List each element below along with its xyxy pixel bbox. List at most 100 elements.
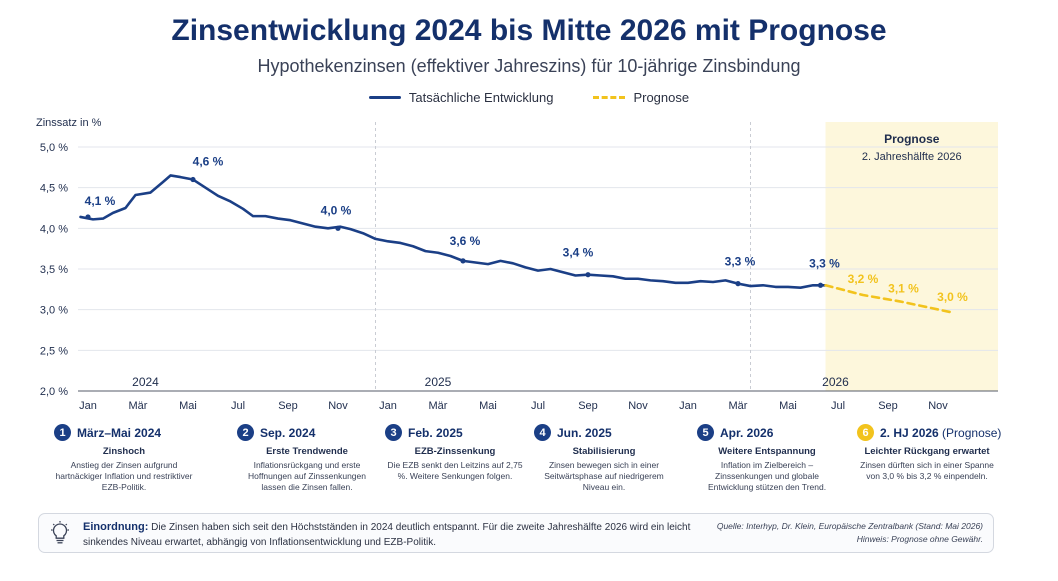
data-point bbox=[190, 176, 196, 183]
legend-label-forecast: Prognose bbox=[633, 90, 690, 105]
event-title: EZB-Zinssenkung bbox=[414, 446, 496, 457]
data-point bbox=[735, 281, 741, 287]
event-number-badge: 5 bbox=[697, 424, 714, 441]
page-subtitle: Hypothekenzinsen (effektiver Jahreszins)… bbox=[257, 56, 801, 76]
event-description: Inflation im Zielbereich – Zinssenkungen… bbox=[707, 460, 827, 493]
y-axis-label: Zinssatz in % bbox=[36, 117, 102, 129]
data-point bbox=[585, 272, 591, 278]
y-tick-label: 3,5 % bbox=[40, 264, 68, 276]
x-tick-label: Jan bbox=[679, 400, 697, 412]
x-tick-label: Jan bbox=[379, 400, 397, 412]
event-date-main: Apr. 2026 bbox=[720, 425, 774, 440]
x-tick-label: Mär bbox=[129, 400, 148, 412]
event-number-badge: 4 bbox=[534, 424, 551, 441]
event-description: Inflationsrückgang und erste Hoffnungen … bbox=[248, 460, 366, 493]
legend-label-actual: Tatsächliche Entwicklung bbox=[408, 90, 554, 105]
x-tick-label: Jan bbox=[79, 400, 97, 412]
source-text: Quelle: Interhyp, Dr. Klein, Europäische… bbox=[716, 521, 983, 531]
x-tick-label: Jul bbox=[231, 400, 245, 412]
event-date-suffix: (Prognose) bbox=[938, 425, 1002, 440]
data-point bbox=[85, 214, 91, 220]
legend-swatch-actual bbox=[368, 96, 401, 99]
timeline-event: 5 Apr. 2026 Weitere Entspannung Inflation i… bbox=[697, 424, 857, 493]
chart-legend: Tatsächliche Entwicklung Prognose bbox=[0, 90, 1058, 105]
disclaimer-text: Hinweis: Prognose ohne Gewähr. bbox=[856, 533, 983, 544]
event-date-main: Jun. 2025 bbox=[557, 425, 612, 440]
event-description: Die EZB senkt den Leitzins auf 2,75 %. W… bbox=[387, 460, 523, 482]
event-description: Zinsen bewegen sich in einer Seitwärtsph… bbox=[544, 460, 664, 493]
source-box: Quelle: Interhyp, Dr. Klein, Europäische… bbox=[683, 520, 983, 546]
y-tick-label: 4,5 % bbox=[40, 183, 68, 195]
forecast-band-title: Prognose bbox=[884, 132, 940, 146]
legend-item-actual: Tatsächliche Entwicklung bbox=[368, 90, 554, 105]
x-tick-label: Mär bbox=[729, 400, 748, 412]
context-text: Einordnung: Die Zinsen haben sich seit d… bbox=[83, 520, 693, 550]
forecast-band-subtitle: 2. Jahreshälfte 2026 bbox=[862, 151, 962, 163]
data-label: 3,2 % bbox=[848, 272, 879, 286]
data-label: 4,1 % bbox=[85, 194, 116, 208]
event-title: Leichter Rückgang erwartet bbox=[864, 446, 990, 457]
event-title: Stabilisierung bbox=[572, 446, 636, 457]
event-header: 3 Feb. 2025 bbox=[385, 424, 545, 441]
event-date: Jun. 2025 bbox=[557, 426, 612, 440]
context-box: Einordnung: Die Zinsen haben sich seit d… bbox=[38, 513, 994, 553]
y-tick-label: 2,0 % bbox=[40, 386, 68, 398]
data-label: 3,4 % bbox=[563, 246, 594, 260]
event-header: 6 2. HJ 2026 (Prognose) bbox=[857, 424, 1017, 441]
event-title: Zinshoch bbox=[102, 446, 146, 457]
event-title: Erste Trendwende bbox=[266, 446, 348, 457]
y-tick-label: 2,5 % bbox=[40, 345, 68, 357]
legend-item-forecast: Prognose bbox=[593, 90, 689, 105]
event-date-main: 2. HJ 2026 bbox=[880, 425, 939, 440]
event-date: März–Mai 2024 bbox=[77, 426, 161, 440]
timeline-event: 4 Jun. 2025 Stabilisierung Zinsen bewegen s… bbox=[534, 424, 694, 493]
timeline-event: 1 März–Mai 2024 Zinshoch Anstieg der Zinsen… bbox=[54, 424, 214, 493]
x-tick-label: Mai bbox=[479, 400, 497, 412]
x-tick-label: Sep bbox=[278, 400, 298, 412]
event-header: 1 März–Mai 2024 bbox=[54, 424, 214, 441]
timeline-event: 3 Feb. 2025 EZB-Zinssenkung Die EZB senkt d… bbox=[385, 424, 545, 482]
event-description: Anstieg der Zinsen aufgrund hartnäckiger… bbox=[55, 460, 193, 493]
event-date-main: März–Mai 2024 bbox=[77, 425, 162, 440]
context-body: Die Zinsen haben sich seit den Höchststä… bbox=[83, 522, 691, 548]
event-header: 2 Sep. 2024 bbox=[237, 424, 397, 441]
x-tick-label: Sep bbox=[878, 400, 898, 412]
data-label: 3,3 % bbox=[809, 256, 840, 270]
timeline-event: 6 2. HJ 2026 (Prognose) Leichter Rückgang … bbox=[857, 424, 1017, 482]
x-tick-label: Mai bbox=[779, 400, 797, 412]
year-label: 2026 bbox=[822, 375, 849, 389]
event-header: 4 Jun. 2025 bbox=[534, 424, 694, 441]
event-number-badge: 2 bbox=[237, 424, 254, 441]
x-tick-label: Mär bbox=[429, 400, 448, 412]
data-label: 3,1 % bbox=[888, 282, 919, 296]
legend-swatch-forecast bbox=[593, 96, 626, 99]
data-label: 4,0 % bbox=[321, 203, 352, 217]
x-tick-label: Nov bbox=[328, 400, 348, 412]
x-tick-label: Jul bbox=[831, 400, 845, 412]
event-date-main: Feb. 2025 bbox=[408, 425, 463, 440]
event-timeline: 1 März–Mai 2024 Zinshoch Anstieg der Zinsen… bbox=[0, 424, 1058, 514]
page-title: Zinsentwicklung 2024 bis Mitte 2026 mit … bbox=[171, 14, 887, 47]
event-title: Weitere Entspannung bbox=[718, 446, 816, 457]
timeline-event: 2 Sep. 2024 Erste Trendwende Inflationsrück… bbox=[237, 424, 397, 493]
y-tick-label: 3,0 % bbox=[40, 305, 68, 317]
data-label: 3,3 % bbox=[725, 255, 756, 269]
y-tick-label: 5,0 % bbox=[40, 142, 68, 154]
event-date: Feb. 2025 bbox=[408, 426, 463, 440]
data-label: 4,6 % bbox=[193, 155, 224, 169]
x-tick-label: Sep bbox=[578, 400, 598, 412]
event-number-badge: 6 bbox=[857, 424, 874, 441]
series-line-forecast bbox=[824, 283, 952, 314]
data-label: 3,6 % bbox=[450, 234, 481, 248]
event-date-main: Sep. 2024 bbox=[260, 425, 316, 440]
y-tick-label: 4,0 % bbox=[40, 223, 68, 235]
x-tick-label: Nov bbox=[928, 400, 948, 412]
line-chart: Prognose 2. Jahreshälfte 2026 Zinssatz in … bbox=[36, 117, 998, 412]
event-date: Sep. 2024 bbox=[260, 426, 315, 440]
event-description: Zinsen dürften sich in einer Spanne von … bbox=[860, 460, 994, 482]
data-point bbox=[335, 225, 341, 231]
event-number-badge: 1 bbox=[54, 424, 71, 441]
event-date: Apr. 2026 bbox=[720, 426, 773, 440]
context-label: Einordnung: bbox=[83, 521, 149, 533]
data-point bbox=[460, 258, 466, 264]
